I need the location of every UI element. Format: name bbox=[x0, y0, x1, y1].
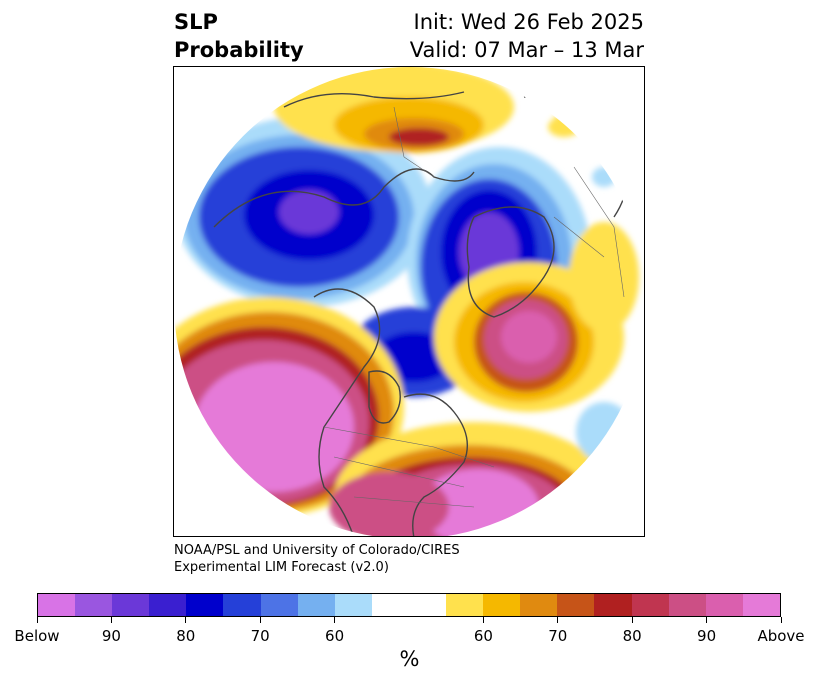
colorbar-tick bbox=[780, 617, 782, 623]
colorbar-tick-label: Below bbox=[14, 627, 60, 645]
colorbar-segment bbox=[408, 594, 447, 616]
borders bbox=[323, 106, 625, 508]
colorbar-tick-label: 80 bbox=[176, 627, 196, 645]
colorbar-segment bbox=[297, 594, 335, 616]
colorbar-tick bbox=[110, 617, 112, 623]
colorbar-segment bbox=[371, 594, 409, 616]
colorbar bbox=[37, 593, 781, 617]
colorbar-tick-label: 60 bbox=[473, 627, 493, 645]
colorbar-tick bbox=[631, 617, 633, 623]
colorbar-segment bbox=[38, 594, 76, 616]
colorbar-tick-label: 80 bbox=[622, 627, 642, 645]
colorbar-tick bbox=[557, 617, 559, 623]
colorbar-segment bbox=[742, 594, 780, 616]
colorbar-tick-label: 90 bbox=[101, 627, 121, 645]
colorbar-segment bbox=[631, 594, 669, 616]
colorbar-segment bbox=[557, 594, 595, 616]
title-right: Init: Wed 26 Feb 2025 Valid: 07 Mar – 13… bbox=[410, 8, 644, 64]
colorbar-segment bbox=[112, 594, 150, 616]
colorbar-unit: % bbox=[399, 647, 420, 671]
credit: NOAA/PSL and University of Colorado/CIRE… bbox=[174, 542, 460, 576]
map-panel bbox=[173, 66, 645, 537]
title-variable: SLP bbox=[174, 10, 218, 34]
colorbar-segment bbox=[149, 594, 187, 616]
colorbar-segment bbox=[75, 594, 113, 616]
colorbar-segment bbox=[223, 594, 261, 616]
colorbar-tick bbox=[259, 617, 261, 623]
colorbar-segment bbox=[594, 594, 632, 616]
probability-field bbox=[174, 67, 644, 536]
colorbar-tick-label: 90 bbox=[697, 627, 717, 645]
colorbar-tick bbox=[36, 617, 38, 623]
colorbar-tick-label: 60 bbox=[325, 627, 345, 645]
colorbar-segment bbox=[483, 594, 521, 616]
colorbar-tick bbox=[706, 617, 708, 623]
colorbar-segment bbox=[520, 594, 558, 616]
init-date: Init: Wed 26 Feb 2025 bbox=[413, 10, 644, 34]
colorbar-ticks: Below 90 80 70 60 60 70 80 90 Above bbox=[14, 617, 805, 647]
colorbar-segment bbox=[668, 594, 706, 616]
title-left: SLP Probability bbox=[174, 8, 304, 64]
title-kind: Probability bbox=[174, 38, 304, 62]
colorbar-segment bbox=[705, 594, 743, 616]
colorbar-segment bbox=[186, 594, 224, 616]
colorbar-tick bbox=[334, 617, 336, 623]
colorbar-segment bbox=[260, 594, 298, 616]
colorbar-tick-label: Above bbox=[757, 627, 805, 645]
colorbar-tick bbox=[482, 617, 484, 623]
colorbar-segment bbox=[334, 594, 372, 616]
polar-map bbox=[174, 67, 644, 536]
colorbar-tick-label: 70 bbox=[250, 627, 270, 645]
colorbar-tick bbox=[185, 617, 187, 623]
valid-range: Valid: 07 Mar – 13 Mar bbox=[409, 38, 644, 62]
credit-line2: Experimental LIM Forecast (v2.0) bbox=[174, 560, 389, 575]
credit-line1: NOAA/PSL and University of Colorado/CIRE… bbox=[174, 543, 460, 558]
colorbar-tick-label: 70 bbox=[548, 627, 568, 645]
colorbar-segment bbox=[446, 594, 484, 616]
